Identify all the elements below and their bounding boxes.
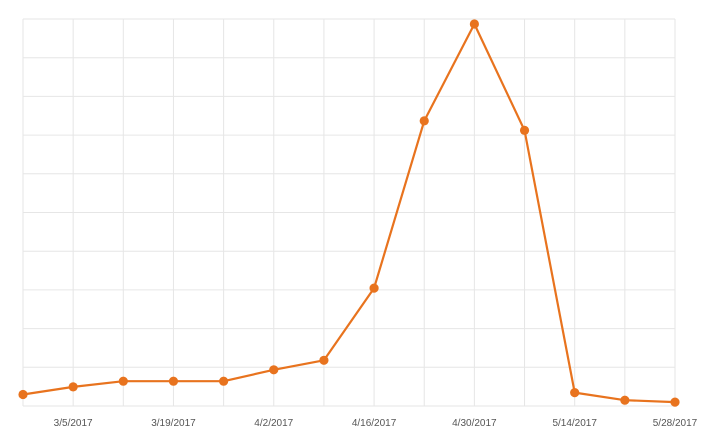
data-point	[519, 125, 530, 135]
data-point	[620, 395, 630, 405]
series-line	[22, 22, 676, 404]
x-tick-label: 3/5/2017	[54, 418, 93, 429]
x-tick-label: 3/19/2017	[151, 418, 196, 429]
data-point	[68, 382, 78, 392]
x-tick-label: 4/16/2017	[352, 418, 397, 429]
x-tick-label: 4/30/2017	[452, 418, 497, 429]
data-point	[219, 376, 229, 386]
data-point	[419, 116, 429, 126]
x-tick-label: 5/28/2017	[653, 418, 698, 429]
chart-series	[18, 19, 680, 407]
chart-grid	[22, 18, 676, 407]
data-point	[369, 283, 379, 293]
data-point	[168, 376, 179, 386]
data-point	[670, 397, 680, 407]
x-tick-label: 5/14/2017	[552, 418, 597, 429]
data-point	[118, 376, 128, 386]
data-point	[570, 388, 580, 398]
x-tick-label: 4/2/2017	[254, 418, 293, 429]
data-point	[319, 355, 329, 365]
x-axis-tick-labels: 3/5/2017 3/19/2017 4/2/2017 4/16/2017 4/30/2…	[54, 418, 698, 429]
data-point	[469, 19, 479, 29]
data-point	[269, 365, 279, 375]
data-point	[18, 389, 28, 400]
